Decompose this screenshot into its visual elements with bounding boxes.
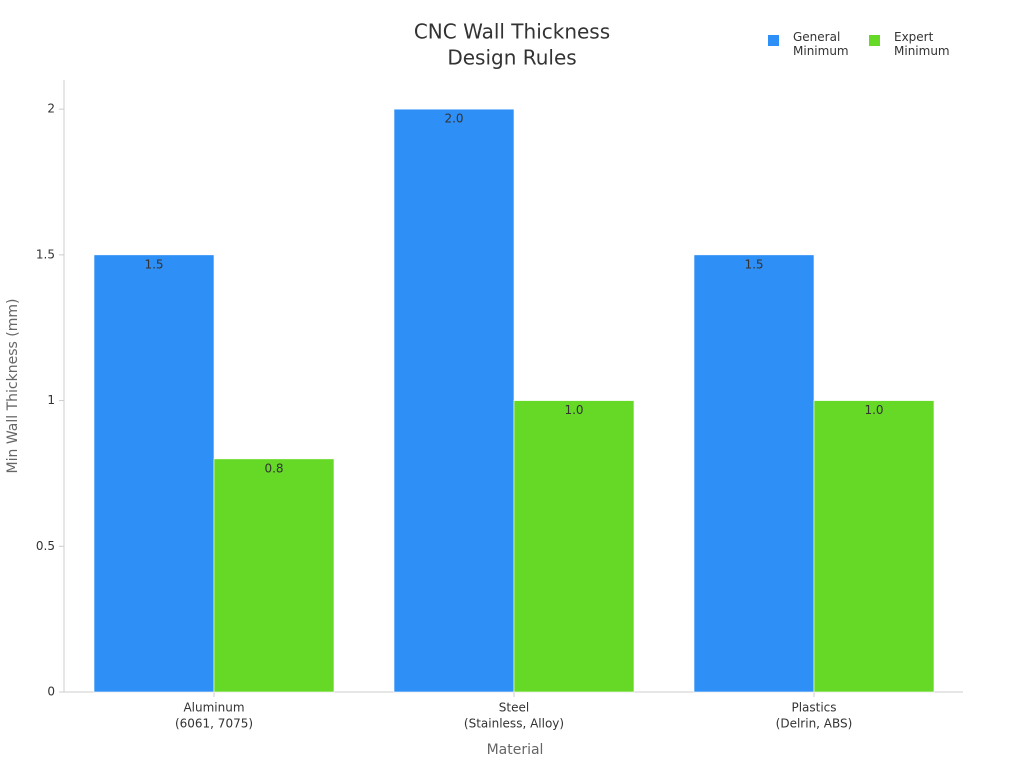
chart-title: CNC Wall Thickness (414, 20, 610, 44)
legend: General Minimum Expert Minimum (768, 30, 958, 58)
bar (513, 400, 635, 693)
x-tick-label: (Stainless, Alloy) (464, 717, 564, 731)
legend-item: General Minimum (768, 30, 857, 58)
value-label: 1.5 (744, 257, 763, 271)
y-tick-label: 1 (47, 393, 55, 407)
legend-swatch (768, 35, 779, 46)
bar (813, 400, 935, 693)
y-tick-label: 2 (47, 102, 55, 116)
legend-label: General Minimum (793, 30, 849, 58)
x-tick-label: (Delrin, ABS) (776, 717, 853, 731)
value-label: 1.5 (144, 257, 163, 271)
legend-label: Expert Minimum (894, 30, 950, 58)
chart-title: Design Rules (447, 46, 576, 70)
x-tick-label: Aluminum (183, 701, 244, 715)
value-label: 1.0 (864, 403, 883, 417)
y-tick-label: 1.5 (36, 247, 55, 261)
x-tick-label: Steel (499, 701, 529, 715)
bar (393, 108, 515, 693)
value-label: 1.0 (564, 403, 583, 417)
x-axis-label: Material (487, 742, 544, 758)
y-tick-label: 0 (47, 685, 55, 699)
bar (93, 254, 215, 693)
legend-item: Expert Minimum (869, 30, 958, 58)
value-label: 2.0 (444, 112, 463, 126)
y-axis-label: Min Wall Thickness (mm) (5, 299, 21, 474)
x-tick-label: Plastics (791, 701, 836, 715)
value-label: 0.8 (264, 461, 283, 475)
y-tick-label: 0.5 (36, 539, 55, 553)
bar (693, 254, 815, 693)
legend-swatch (869, 35, 880, 46)
bar (213, 458, 335, 693)
x-tick-label: (6061, 7075) (175, 717, 253, 731)
